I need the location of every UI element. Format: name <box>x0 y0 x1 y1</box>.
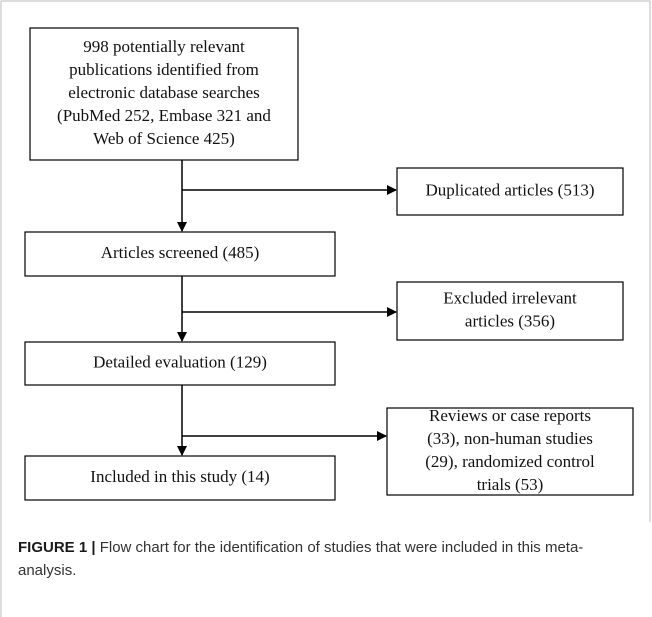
box-label: electronic database searches <box>68 83 260 102</box>
box-label: trials (53) <box>477 475 544 494</box>
box-label: Included in this study (14) <box>90 467 269 486</box>
box-label: articles (356) <box>465 311 555 330</box>
box-label: publications identified from <box>69 60 259 79</box>
caption-label: FIGURE 1 | <box>18 539 96 556</box>
caption: FIGURE 1 | Flow chart for the identifica… <box>18 536 634 582</box>
box-label: (PubMed 252, Embase 321 and <box>57 106 271 125</box>
box-label: Reviews or case reports <box>429 406 591 425</box>
box-label: Duplicated articles (513) <box>426 180 595 199</box>
box-label: Web of Science 425) <box>93 129 235 148</box>
box-label: Detailed evaluation (129) <box>93 352 267 371</box>
flow-box <box>24 341 336 386</box>
connectors <box>177 160 397 456</box>
box-label: Excluded irrelevant <box>443 288 577 307</box>
flow-box <box>396 167 624 216</box>
flow-box <box>396 281 624 341</box>
caption-text: Flow chart for the identification of stu… <box>18 539 584 579</box>
flow-box <box>29 27 299 161</box>
flow-box <box>24 231 336 277</box>
box-label: (33), non-human studies <box>427 429 593 448</box>
flow-box <box>386 407 634 496</box>
box-label: 998 potentially relevant <box>83 37 245 56</box>
box-label: (29), randomized control <box>425 452 595 471</box>
box-label: Articles screened (485) <box>101 243 260 262</box>
flow-box <box>24 455 336 501</box>
